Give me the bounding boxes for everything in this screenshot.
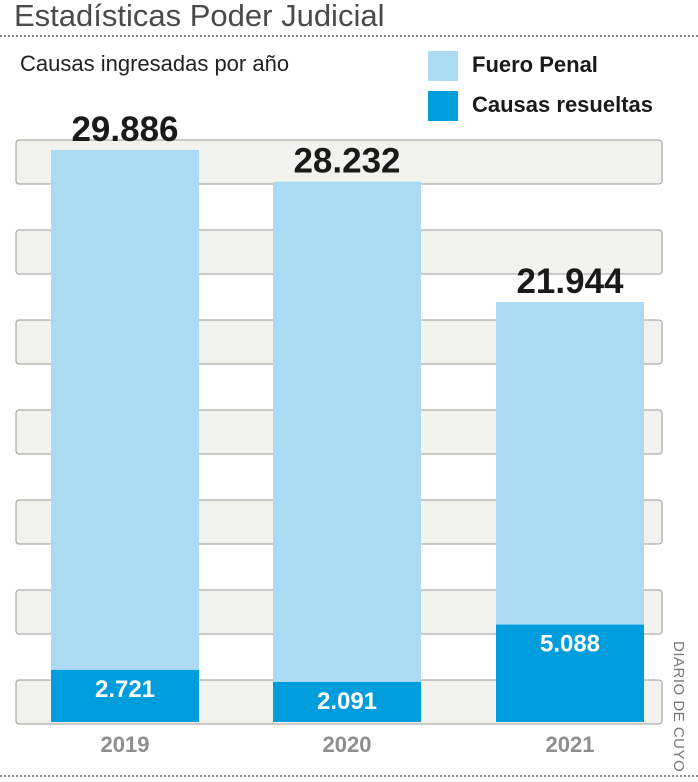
bottom-divider <box>0 775 698 777</box>
bar-fuero-penal-2019 <box>51 150 199 722</box>
legend-swatch-fuero-penal <box>428 51 458 81</box>
bar-causas-resueltas-2020 <box>273 681 421 722</box>
legend-label-causas-resueltas: Causas resueltas <box>472 92 653 117</box>
x-tick-label-2021: 2021 <box>546 732 595 757</box>
value-label-causas-resueltas-2021: 5.088 <box>540 631 600 658</box>
legend-label-fuero-penal: Fuero Penal <box>472 52 598 77</box>
value-label-fuero-penal-2021: 21.944 <box>516 262 624 301</box>
bar-fuero-penal-2020 <box>273 181 421 722</box>
bar-causas-resueltas-2021 <box>496 624 644 722</box>
value-label-causas-resueltas-2019: 2.721 <box>95 676 155 703</box>
bar-causas-resueltas-2019 <box>51 669 199 722</box>
x-tick-label-2019: 2019 <box>101 732 150 757</box>
value-label-fuero-penal-2019: 29.886 <box>71 110 178 149</box>
value-label-fuero-penal-2020: 28.232 <box>293 142 400 181</box>
source-credit: DIARIO DE CUYO <box>670 641 687 773</box>
legend-swatch-causas-resueltas <box>428 91 458 121</box>
chart-subtitle: Causas ingresadas por año <box>20 51 290 76</box>
value-label-causas-resueltas-2020: 2.091 <box>317 688 377 715</box>
title-divider <box>0 35 698 37</box>
x-tick-label-2020: 2020 <box>323 732 372 757</box>
chart-title: Estadísticas Poder Judicial <box>14 0 385 33</box>
